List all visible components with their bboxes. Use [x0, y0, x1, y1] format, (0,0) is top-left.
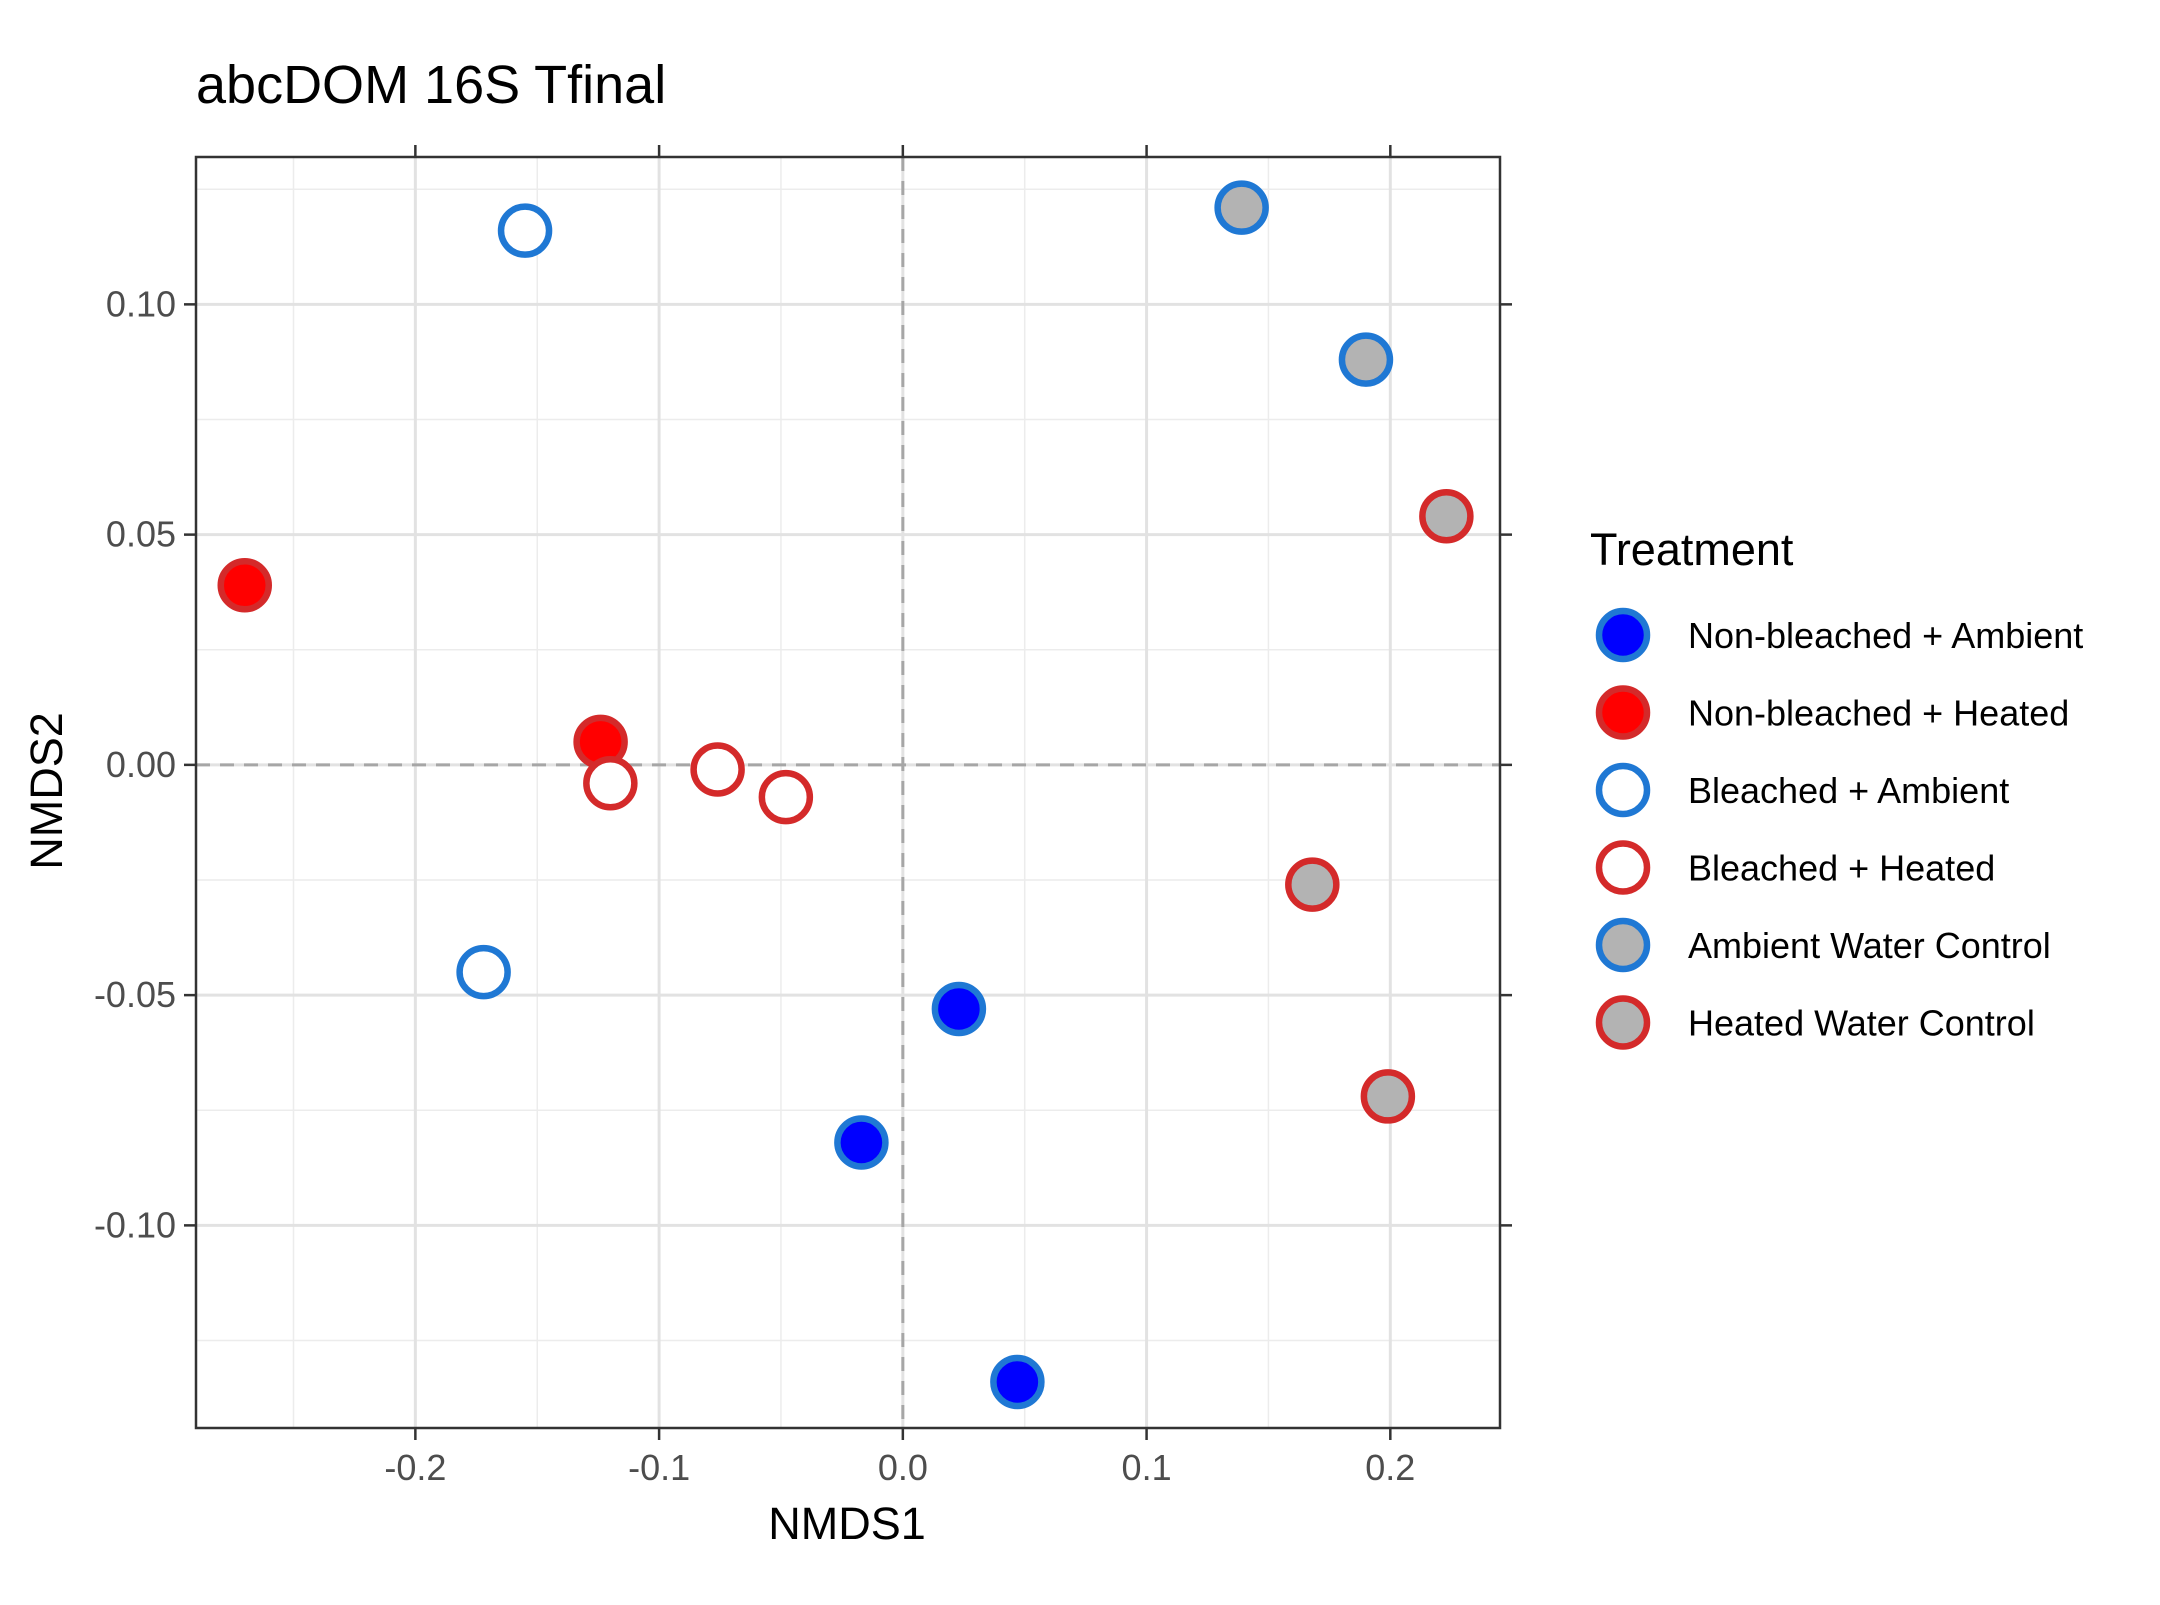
data-point — [217, 558, 272, 613]
data-point — [1214, 180, 1269, 235]
data-point — [690, 742, 745, 797]
legend-label: Non-bleached + Ambient — [1688, 615, 2083, 656]
legend-label: Heated Water Control — [1688, 1003, 2035, 1044]
y-tick-label: 0.10 — [106, 283, 176, 324]
plot-area: -0.2 -0.1 0.0 0.1 0.2 0.10 0.05 0.00 -0.05 -0.10 — [94, 145, 1512, 1488]
data-point — [583, 756, 638, 811]
data-point — [456, 944, 511, 1000]
legend-label: Bleached + Heated — [1688, 848, 1995, 889]
y-tick-label: 0.00 — [106, 744, 176, 785]
x-tick-label: -0.2 — [384, 1447, 446, 1488]
x-tick-label: 0.0 — [878, 1447, 928, 1488]
data-point — [1338, 332, 1394, 387]
legend-key — [1595, 685, 1651, 740]
y-tick-label: -0.10 — [94, 1204, 176, 1245]
legend-key — [1595, 995, 1651, 1050]
data-point — [931, 981, 987, 1037]
plot-background — [196, 157, 1500, 1428]
y-axis-label: NMDS2 — [21, 712, 72, 870]
legend: Treatment Non-bleached + Ambient Non-blea… — [1590, 524, 2083, 1050]
data-point — [834, 1115, 889, 1170]
data-point — [990, 1354, 1045, 1410]
legend-label: Non-bleached + Heated — [1688, 693, 2069, 734]
chart-title: abcDOM 16S Tfinal — [196, 55, 666, 115]
plot-panel-border — [194, 155, 1502, 1430]
x-tick-label: 0.1 — [1122, 1447, 1172, 1488]
data-point — [1285, 857, 1340, 912]
legend-key — [1595, 917, 1651, 973]
data-point — [1360, 1069, 1416, 1124]
x-axis-label: NMDS1 — [768, 1498, 926, 1549]
data-point — [1419, 488, 1474, 544]
y-tick-label: -0.05 — [94, 974, 176, 1015]
legend-label: Ambient Water Control — [1688, 925, 2051, 966]
legend-key — [1595, 840, 1651, 895]
data-point — [497, 203, 553, 258]
x-tick-label: 0.2 — [1365, 1447, 1415, 1488]
x-tick-label: -0.1 — [628, 1447, 690, 1488]
legend-key — [1595, 762, 1651, 818]
y-tick-label: 0.05 — [106, 514, 176, 555]
legend-label: Bleached + Ambient — [1688, 770, 2009, 811]
legend-key — [1595, 607, 1651, 663]
data-point — [758, 769, 814, 825]
legend-title: Treatment — [1590, 524, 1794, 575]
